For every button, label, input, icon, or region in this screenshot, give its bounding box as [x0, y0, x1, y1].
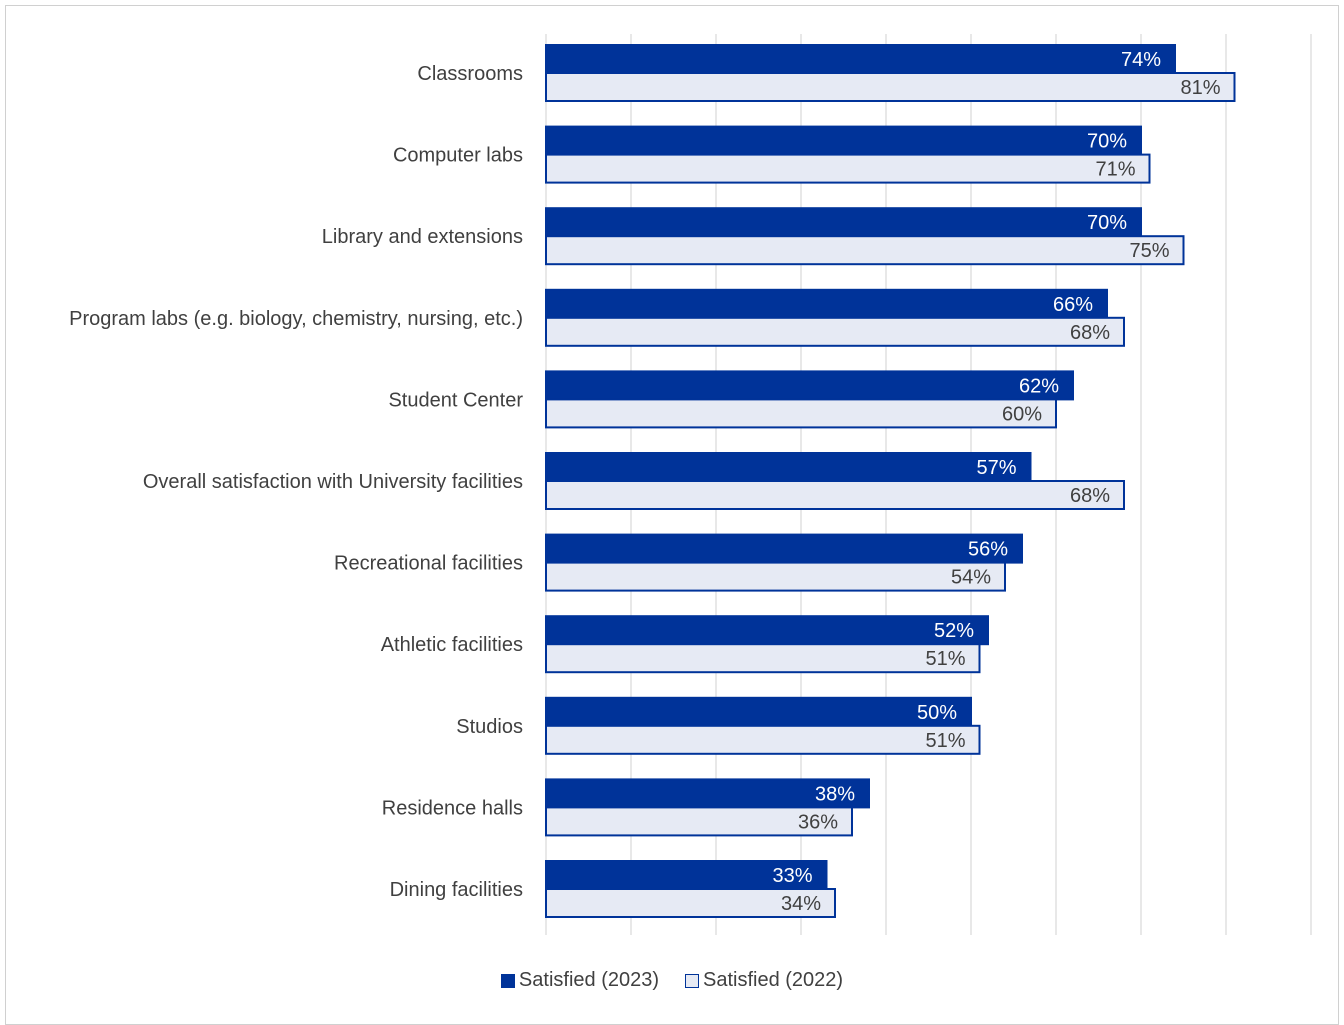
bar-2023	[545, 288, 1108, 319]
category-label: Classrooms	[417, 63, 523, 85]
category-label: Athletic facilities	[381, 634, 523, 656]
data-label-2022: 54%	[951, 567, 991, 589]
bar-2022	[545, 888, 836, 918]
legend-label-2023: Satisfied (2023)	[518, 969, 659, 991]
data-label-2022: 68%	[1070, 322, 1110, 344]
bar-2023	[545, 696, 972, 727]
category-label: Student Center	[388, 389, 523, 411]
data-label-2023: 66%	[1053, 294, 1093, 316]
data-label-2022: 75%	[1129, 240, 1169, 262]
bar-2023	[545, 44, 1176, 74]
data-label-2023: 70%	[1087, 212, 1127, 234]
data-label-2023: 50%	[917, 702, 957, 724]
category-label: Computer labs	[393, 145, 523, 167]
bar-2023	[545, 533, 1023, 564]
category-label: Residence halls	[382, 797, 523, 819]
bar-2023	[545, 207, 1142, 238]
data-label-2023: 33%	[772, 865, 812, 887]
data-label-2023: 38%	[815, 783, 855, 805]
data-label-2023: 57%	[976, 457, 1016, 479]
bar-2022	[545, 724, 981, 755]
data-label-2023: 74%	[1121, 49, 1161, 71]
bar-2022	[545, 561, 1006, 592]
data-label-2022: 34%	[781, 893, 821, 915]
data-label-2022: 60%	[1002, 403, 1042, 425]
bar-2022	[545, 398, 1057, 429]
data-label-2023: 52%	[934, 620, 974, 642]
bar-2023	[545, 860, 828, 890]
category-label: Dining facilities	[390, 879, 523, 901]
data-label-2022: 68%	[1070, 485, 1110, 507]
bar-2023	[545, 615, 989, 646]
category-labels: Classrooms Computer labs Library and exten…	[69, 63, 523, 901]
data-label-2023: 62%	[1019, 375, 1059, 397]
bar-2022	[545, 72, 1236, 102]
data-label-2022: 51%	[925, 730, 965, 752]
bar-2022	[545, 235, 1185, 266]
legend-swatch-2023	[500, 973, 515, 988]
legend-label-2022: Satisfied (2022)	[703, 969, 844, 991]
legend: Satisfied (2023) Satisfied (2022)	[0, 969, 1344, 992]
legend-item-2022: Satisfied (2022)	[685, 969, 843, 992]
category-label: Recreational facilities	[334, 553, 523, 575]
bar-2023	[545, 370, 1074, 401]
bar-2022	[545, 806, 853, 837]
data-label-2023: 56%	[968, 539, 1008, 561]
bar-2022	[545, 643, 981, 674]
legend-item-2023: Satisfied (2023)	[500, 969, 659, 992]
data-label-2022: 71%	[1095, 159, 1135, 181]
data-label-2023: 70%	[1087, 131, 1127, 153]
category-label: Studios	[456, 716, 523, 738]
value-labels: 74%81%70%71%70%75%66%68%62%60%57%68%56%5…	[772, 49, 1220, 915]
category-label: Overall satisfaction with University fac…	[143, 471, 523, 493]
bar-2023	[545, 125, 1142, 156]
bar-2023	[545, 778, 870, 809]
category-label: Program labs (e.g. biology, chemistry, n…	[69, 308, 523, 330]
bar-2022	[545, 316, 1125, 347]
data-label-2022: 36%	[798, 811, 838, 833]
bar-2022	[545, 480, 1125, 510]
data-label-2022: 51%	[925, 648, 965, 670]
legend-swatch-2022	[685, 973, 699, 988]
bars	[545, 44, 1236, 918]
data-label-2022: 81%	[1180, 77, 1220, 99]
bar-2023	[545, 452, 1032, 482]
category-label: Library and extensions	[322, 226, 523, 248]
bar-2022	[545, 153, 1151, 184]
